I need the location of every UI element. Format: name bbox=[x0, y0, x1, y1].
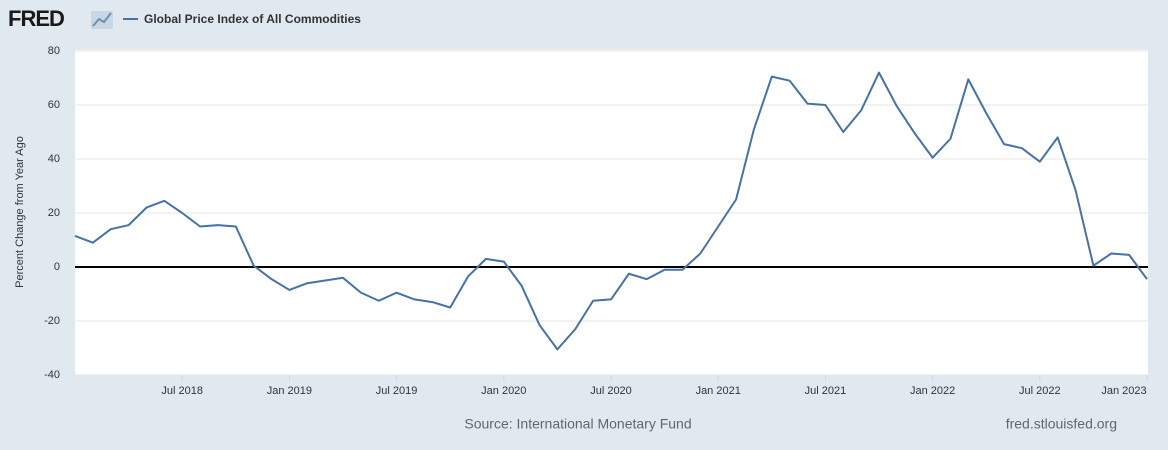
y-axis-label: Percent Change from Year Ago bbox=[14, 136, 26, 288]
y-tick-label: -40 bbox=[44, 369, 60, 381]
y-tick-label: 80 bbox=[48, 45, 60, 57]
x-tick-label: Jul 2021 bbox=[805, 385, 847, 397]
x-tick-label: Jan 2020 bbox=[481, 385, 526, 397]
y-tick-label: 60 bbox=[48, 99, 60, 111]
series-line bbox=[74, 71, 1148, 351]
source: Source: International Monetary Fund bbox=[464, 416, 691, 432]
y-tick-label: 40 bbox=[48, 153, 60, 165]
y-tick-label: 20 bbox=[48, 207, 60, 219]
x-tick-label: Jan 2023 bbox=[1101, 385, 1146, 397]
x-tick-label: Jul 2020 bbox=[590, 385, 632, 397]
logo-icon bbox=[91, 11, 113, 29]
y-tick-label: -20 bbox=[44, 315, 60, 327]
x-tick-label: Jan 2019 bbox=[267, 385, 312, 397]
x-tick-label: Jul 2022 bbox=[1019, 385, 1061, 397]
credit[interactable]: fred.stlouisfed.org bbox=[1006, 416, 1117, 432]
x-tick-label: Jan 2021 bbox=[696, 385, 741, 397]
x-tick-label: Jan 2022 bbox=[910, 385, 955, 397]
x-tick-label: Jul 2018 bbox=[161, 385, 203, 397]
y-tick-label: 0 bbox=[54, 261, 60, 273]
logo[interactable]: FRED bbox=[8, 6, 65, 31]
x-tick-label: Jul 2019 bbox=[376, 385, 418, 397]
legend-label: Global Price Index of All Commodities bbox=[144, 12, 361, 26]
